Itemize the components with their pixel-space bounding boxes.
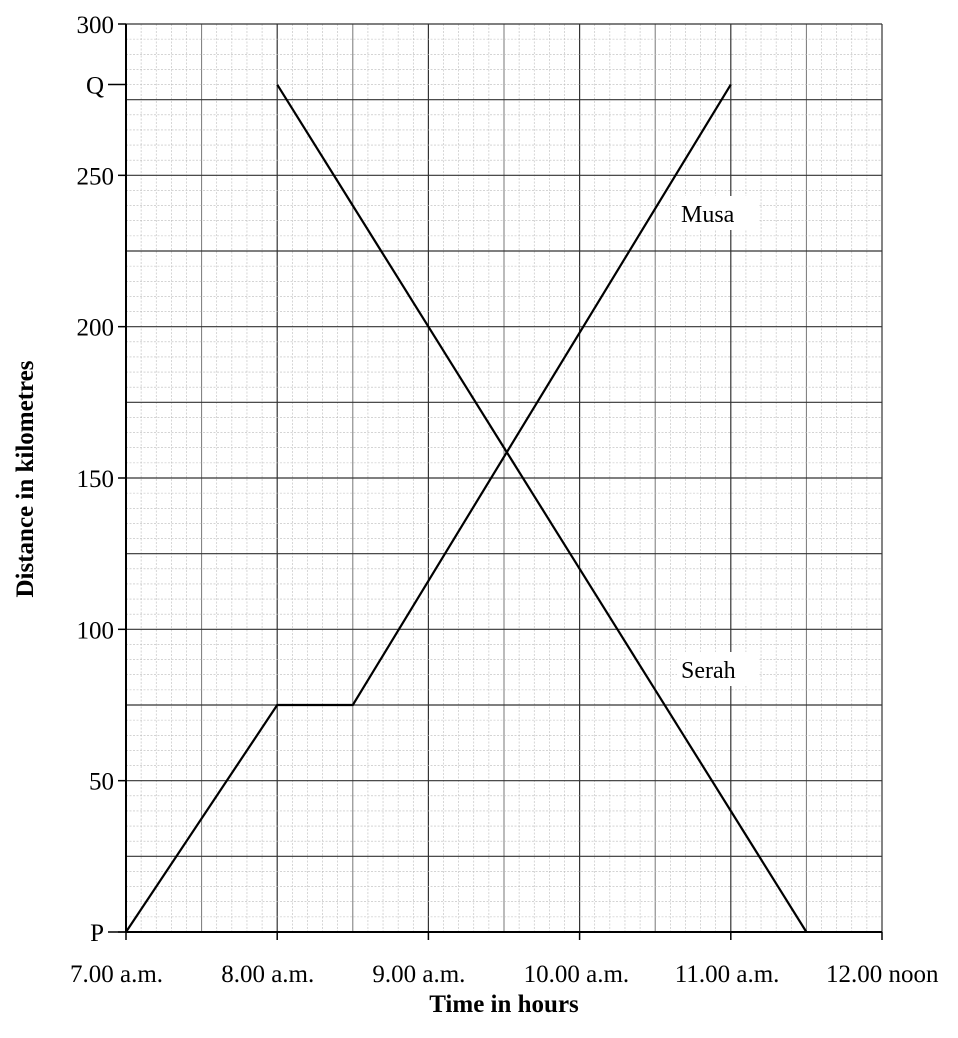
series-label-bg: [677, 196, 759, 230]
series-line-musa: [125, 83, 732, 933]
series-label-bg: [677, 652, 759, 686]
series-line-serah: [276, 83, 808, 933]
x-tick-label: 7.00 a.m.: [70, 961, 163, 988]
grid: [125, 23, 883, 933]
axes: [108, 23, 883, 940]
x-axis-title: Time in hours: [429, 991, 579, 1018]
y-tick-label: 100: [77, 617, 115, 644]
x-tick-label: 10.00 a.m.: [524, 961, 630, 988]
x-tick-label: 11.00 a.m.: [675, 961, 780, 988]
x-tick-label: 12.00 noon: [826, 961, 939, 988]
point-label-p: P: [90, 920, 104, 947]
y-tick-label: 250: [77, 163, 115, 190]
point-label-q: Q: [86, 73, 104, 100]
x-tick-label: 9.00 a.m.: [372, 961, 465, 988]
series-label-musa: Musa: [681, 202, 735, 228]
y-axis-title: Distance in kilometres: [12, 360, 39, 597]
series-layer: [125, 83, 808, 933]
labels-layer: 50 100 150 200 250 300 P Q 7.00 a.m. 8.00 a.m. 9.0…: [70, 12, 939, 988]
y-tick-label: 200: [77, 315, 115, 342]
y-tick-label: 300: [77, 12, 115, 39]
y-tick-label: 50: [89, 769, 114, 796]
y-tick-label: 150: [77, 466, 115, 493]
series-label-serah: Serah: [681, 658, 736, 684]
x-tick-label: 8.00 a.m.: [221, 961, 314, 988]
